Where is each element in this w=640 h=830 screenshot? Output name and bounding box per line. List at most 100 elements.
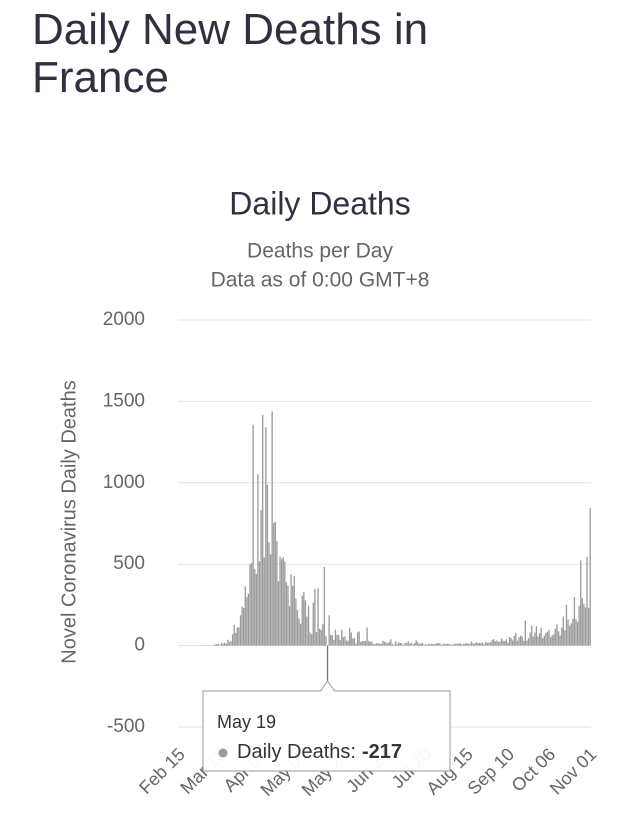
tooltip-dot bbox=[218, 748, 228, 758]
bar bbox=[515, 632, 517, 646]
bar bbox=[353, 638, 356, 646]
bar bbox=[474, 643, 476, 646]
bar bbox=[268, 542, 270, 646]
y-tick-label: 1000 bbox=[103, 472, 145, 493]
bar bbox=[328, 615, 330, 646]
bar bbox=[214, 644, 216, 646]
bar bbox=[564, 630, 566, 646]
bar bbox=[309, 632, 311, 646]
bar bbox=[500, 638, 503, 646]
y-tick-label: -500 bbox=[107, 716, 145, 737]
bar bbox=[398, 642, 400, 646]
bar bbox=[393, 644, 395, 646]
bar bbox=[235, 632, 237, 646]
bar bbox=[472, 643, 474, 646]
bar bbox=[292, 585, 294, 646]
bar bbox=[225, 643, 227, 646]
bar bbox=[494, 641, 496, 646]
bar bbox=[339, 639, 341, 646]
bar bbox=[442, 643, 444, 646]
bar bbox=[445, 644, 447, 646]
bar bbox=[480, 642, 482, 646]
bar bbox=[295, 598, 297, 646]
bar bbox=[390, 639, 392, 646]
bar bbox=[412, 644, 414, 646]
bar bbox=[573, 597, 576, 646]
bar bbox=[296, 610, 299, 646]
bar bbox=[586, 556, 588, 646]
bar bbox=[583, 603, 585, 646]
bar bbox=[394, 641, 397, 646]
bar bbox=[499, 641, 501, 646]
bar bbox=[549, 637, 552, 646]
bar bbox=[554, 628, 557, 646]
bar bbox=[314, 588, 316, 646]
bar bbox=[350, 632, 352, 646]
y-axis-label: Novel Coronavirus Daily Deaths bbox=[58, 380, 80, 663]
bar bbox=[230, 641, 232, 646]
bar bbox=[545, 632, 547, 646]
y-tick-label: 0 bbox=[134, 635, 145, 656]
bar bbox=[364, 640, 367, 646]
chart-title: Daily Deaths bbox=[229, 185, 410, 221]
bar bbox=[261, 414, 264, 646]
bar bbox=[421, 642, 424, 646]
bar bbox=[417, 642, 419, 646]
bar bbox=[233, 624, 235, 646]
bar bbox=[488, 642, 490, 646]
bar bbox=[516, 640, 519, 646]
bar bbox=[358, 631, 360, 646]
bar bbox=[496, 640, 498, 646]
bar bbox=[576, 621, 579, 646]
bar bbox=[299, 623, 302, 646]
bar bbox=[312, 602, 314, 646]
bar bbox=[409, 643, 411, 646]
bar bbox=[222, 643, 224, 646]
bar bbox=[349, 628, 351, 646]
bar bbox=[489, 642, 492, 646]
bar bbox=[532, 636, 534, 646]
bar bbox=[542, 638, 544, 646]
bar bbox=[575, 619, 577, 646]
page-title: Daily New Deaths in France bbox=[32, 5, 429, 102]
bar bbox=[320, 629, 322, 646]
bar bbox=[529, 632, 531, 646]
bar bbox=[303, 591, 305, 646]
bar bbox=[518, 637, 520, 646]
bar bbox=[399, 642, 401, 646]
bar bbox=[224, 642, 226, 646]
bar bbox=[453, 644, 455, 646]
bar bbox=[307, 606, 310, 646]
bar bbox=[257, 474, 259, 646]
bar bbox=[241, 606, 243, 646]
bar bbox=[557, 631, 560, 646]
tooltip-label: Daily Deaths: bbox=[237, 741, 356, 763]
bar bbox=[347, 640, 349, 646]
bar bbox=[448, 643, 451, 646]
bar bbox=[260, 509, 262, 646]
bar bbox=[371, 641, 373, 646]
bar bbox=[589, 508, 591, 646]
bar bbox=[274, 521, 276, 646]
bar bbox=[524, 620, 526, 646]
bar bbox=[285, 582, 288, 646]
bar bbox=[493, 639, 495, 646]
bar bbox=[385, 642, 387, 646]
x-tick-label: Sep 10 bbox=[464, 744, 518, 798]
y-tick-label: 2000 bbox=[103, 309, 145, 330]
bar bbox=[315, 632, 318, 646]
bar bbox=[288, 606, 291, 646]
bar bbox=[431, 643, 433, 646]
bar bbox=[243, 607, 245, 646]
bar bbox=[331, 635, 333, 646]
bar bbox=[317, 588, 319, 646]
bar bbox=[280, 559, 283, 646]
bar bbox=[565, 604, 568, 646]
bar bbox=[217, 643, 220, 646]
bar bbox=[521, 636, 523, 646]
bar bbox=[578, 605, 580, 646]
y-tick-label: 500 bbox=[113, 553, 145, 574]
bar bbox=[455, 643, 457, 646]
bar bbox=[478, 642, 481, 646]
bar bbox=[231, 634, 234, 646]
